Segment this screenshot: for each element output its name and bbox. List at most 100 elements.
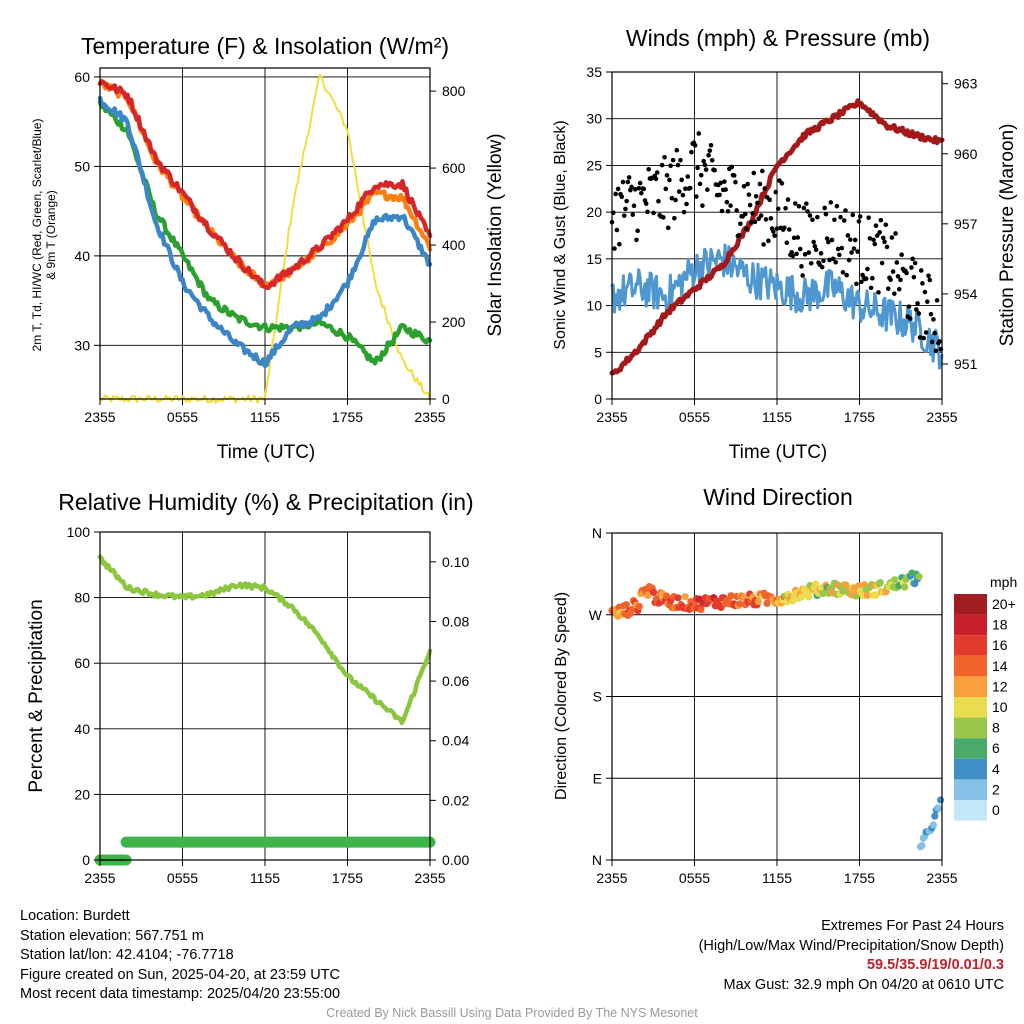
gust-point [934, 298, 940, 303]
gust-point [749, 219, 754, 225]
gust-point [892, 291, 897, 296]
y-tick-label: S [593, 689, 602, 705]
gust-point [918, 268, 924, 273]
gust-point [663, 186, 669, 192]
y-axis-label: & 9m T (Orange) [44, 190, 58, 280]
y-tick-label: 15 [586, 251, 602, 267]
gust-point [670, 157, 676, 163]
direction-point [727, 592, 735, 600]
x-tick-label: 1755 [332, 409, 363, 425]
gust-point [828, 200, 834, 205]
gust-point [712, 167, 717, 173]
gust-point [812, 243, 818, 249]
gust-point [641, 186, 647, 192]
gust-point [752, 219, 758, 225]
gust-point [696, 131, 702, 136]
direction-point [863, 591, 871, 599]
y-tick-label: N [592, 525, 602, 541]
station-elevation: Station elevation: 567.751 m [20, 927, 204, 944]
gust-point [763, 217, 769, 222]
gust-point [694, 194, 699, 199]
gust-point [639, 190, 644, 196]
gust-point [772, 233, 777, 239]
direction-point [812, 580, 820, 588]
station-location: Location: Burdett [20, 908, 130, 924]
x-tick-label: 0555 [167, 870, 198, 886]
gust-point [678, 157, 683, 163]
gust-point [645, 209, 650, 215]
gust-point [664, 173, 670, 178]
y2-tick-label: 957 [954, 216, 978, 232]
gust-point [725, 209, 731, 214]
gust-point [929, 339, 935, 345]
extremes-box: Extremes For Past 24 Hours (High/Low/Max… [699, 917, 1004, 995]
gust-point [785, 197, 791, 202]
gust-point [856, 219, 862, 224]
x-tick-label: 1155 [250, 409, 280, 425]
gust-point [728, 203, 733, 208]
y-tick-label: 30 [586, 111, 602, 127]
gust-point [855, 249, 860, 254]
gust-point [768, 216, 774, 221]
gust-point [818, 251, 824, 256]
station-latlon: Station lat/lon: 42.4104; -76.7718 [20, 947, 234, 963]
y-axis-label: Direction (Colored By Speed) [553, 592, 570, 800]
legend-swatch [954, 635, 987, 656]
x-tick-label: 1755 [844, 870, 875, 886]
direction-point [935, 804, 943, 812]
gust-point [833, 259, 838, 265]
gust-point [898, 277, 903, 283]
gust-point [706, 153, 711, 158]
gust-point [845, 233, 851, 238]
gust-point [824, 236, 830, 241]
station-info: Location: Burdett Station elevation: 567… [20, 907, 340, 1005]
gust-point [767, 197, 772, 203]
gust-point [731, 173, 737, 178]
gust-point [840, 270, 846, 275]
gust-point [805, 209, 810, 214]
gust-point [893, 231, 898, 236]
series-line-pressure [609, 98, 945, 376]
gust-point [844, 272, 849, 278]
direction-point [662, 592, 671, 600]
direction-point [797, 593, 805, 601]
y-axis-label: Percent & Precipitation [26, 599, 47, 792]
gust-point [800, 273, 805, 278]
chart-title: Winds (mph) & Pressure (mb) [626, 25, 930, 51]
y2-tick-label: 800 [442, 83, 466, 99]
gust-point [718, 180, 724, 186]
credit-line: Created By Nick Bassill Using Data Provi… [326, 1006, 698, 1020]
gust-point [762, 186, 768, 191]
gust-point [916, 311, 922, 316]
gust-point [684, 201, 689, 207]
gust-point [876, 290, 881, 295]
x-tick-label: 2355 [84, 409, 115, 425]
extremes-values: 59.5/35.9/19/0.01/0.3 [866, 957, 1004, 973]
gust-point [635, 228, 640, 234]
gust-point [700, 203, 705, 208]
gust-point [615, 186, 621, 192]
gust-point [751, 170, 757, 176]
gust-point [614, 227, 620, 233]
legend-label: 12 [992, 678, 1008, 694]
y-tick-label: E [593, 770, 602, 786]
gust-point [637, 180, 643, 186]
gust-point [895, 274, 901, 279]
legend-label: 8 [992, 720, 1000, 736]
gust-point [742, 211, 748, 217]
gust-point [701, 158, 706, 164]
gust-point [717, 192, 722, 198]
direction-point [644, 591, 652, 599]
gust-point [791, 235, 797, 241]
gust-point [811, 239, 816, 245]
gust-point [621, 213, 627, 218]
gust-point [741, 183, 747, 189]
direction-point [697, 605, 705, 614]
gust-point [636, 185, 642, 191]
legend-swatch [954, 655, 987, 677]
gust-point [774, 226, 780, 231]
gust-point [623, 206, 628, 212]
legend-swatch [954, 738, 987, 759]
gust-point [874, 233, 880, 238]
gust-point [617, 241, 622, 247]
